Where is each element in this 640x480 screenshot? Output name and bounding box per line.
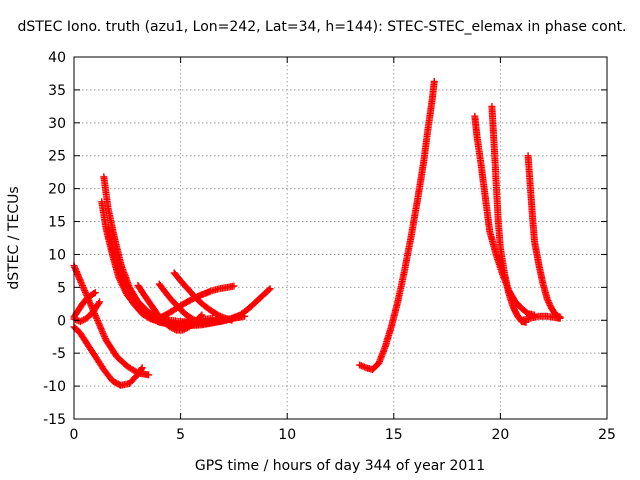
chart-title: dSTEC Iono. truth (azu1, Lon=242, Lat=34… [17,19,626,35]
series-16-marks [488,102,530,326]
y-tick-label: 10 [48,247,66,263]
x-tick-label: 20 [491,427,509,443]
y-tick-label: 40 [48,50,66,66]
series-18-marks [518,312,564,324]
y-tick-label: 30 [48,116,66,132]
plot-frame [73,56,608,420]
series-12-marks [155,282,238,322]
x-tick-label: 5 [176,427,185,443]
y-tick-label: 25 [48,149,66,165]
tick-labels: 0 5 10 15 20 25 -15 -10 -5 0 5 10 15 20 25 30 35 40 [43,50,616,443]
y-tick-label: 5 [57,280,66,296]
axis-ticks [73,56,608,420]
series-14-marks [356,77,438,374]
series-13-marks [198,285,274,328]
x-tick-label: 10 [278,427,296,443]
y-tick-label: 15 [48,215,66,231]
series-2-marks [70,323,146,389]
y-tick-label: 0 [57,313,66,329]
grid [74,57,607,419]
y-axis-title: dSTEC / TECUs [6,186,22,289]
x-tick-label: 0 [70,427,79,443]
y-tick-label: -10 [43,379,66,395]
y-tick-label: -5 [52,346,66,362]
y-tick-label: 35 [48,83,66,99]
series-17-marks [524,152,564,321]
x-axis-title: GPS time / hours of day 344 of year 2011 [195,458,485,474]
x-tick-label: 25 [598,427,616,443]
y-tick-label: 20 [48,182,66,198]
data-marks [70,77,564,389]
x-tick-label: 15 [385,427,403,443]
y-tick-label: -15 [43,412,66,428]
